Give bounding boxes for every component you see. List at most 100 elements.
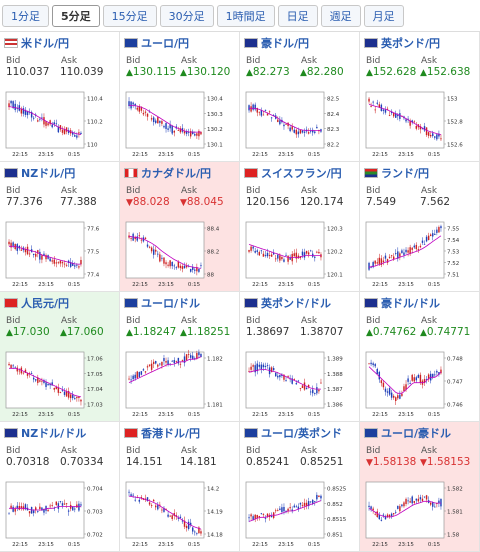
- ask-value-cell: 7.562: [420, 196, 474, 208]
- pair-name-link[interactable]: 豪ドル/ドル: [381, 297, 441, 310]
- candle-body: [57, 262, 60, 264]
- candle-body: [171, 360, 173, 362]
- rate-panel[interactable]: ユーロ/円 Bid Ask ▲130.115 ▲130.120 130.4 130.3 130…: [120, 32, 240, 162]
- pair-name-link[interactable]: NZドル/ドル: [21, 427, 87, 440]
- rate-panel[interactable]: 英ポンド/ドル Bid Ask 1.38697 1.38707 1.389 1.388 1.3…: [240, 292, 360, 422]
- pair-name-link[interactable]: NZドル/円: [21, 167, 76, 180]
- rate-panel[interactable]: NZドル/円 Bid Ask 77.376 77.388 77.6 77.5 77.4 22:1…: [0, 162, 120, 292]
- candlestick-chart[interactable]: 130.4 130.3 130.2 130.1 22:15 23:15 0:15: [122, 86, 238, 162]
- tab-5m[interactable]: 5分足: [52, 4, 100, 27]
- ask-value-cell: ▲130.120: [180, 66, 234, 78]
- candle-body: [130, 101, 132, 109]
- candle-body: [198, 268, 200, 272]
- rate-panel[interactable]: スイスフラン/円 Bid Ask 120.156 120.174 120.3 120.2 12…: [240, 162, 360, 292]
- candle-body: [80, 132, 82, 135]
- tab-1m[interactable]: 1分足: [2, 4, 49, 27]
- candlestick-chart[interactable]: 1.389 1.388 1.387 1.386 22:15 23:15 0:15: [242, 346, 358, 422]
- candle-body: [163, 358, 165, 362]
- rate-panel[interactable]: 香港ドル/円 Bid Ask 14.151 14.181 14.2 14.19 14.18 22…: [120, 422, 240, 552]
- up-arrow-icon: ▲: [246, 68, 253, 78]
- candlestick-chart[interactable]: 0.748 0.747 0.746 22:15 23:15 0:15: [362, 346, 478, 422]
- candle-body: [427, 235, 430, 241]
- candle-body: [43, 508, 45, 513]
- pair-name-link[interactable]: ユーロ/円: [141, 37, 190, 50]
- tab-day[interactable]: 日足: [277, 4, 318, 27]
- bid-value-cell: ▲152.628: [366, 66, 420, 78]
- rate-panel[interactable]: 米ドル/円 Bid Ask 110.037 110.039 110.4 110.2 110 22…: [0, 32, 120, 162]
- y-tick-label: 153: [447, 97, 458, 103]
- x-tick-label: 22:15: [132, 412, 148, 418]
- candlestick-chart[interactable]: 0.8525 0.852 0.8515 0.851 22:15 23:15 0:15: [242, 476, 358, 552]
- candlestick-chart[interactable]: 110.4 110.2 110 22:15 23:15 0:15: [2, 86, 118, 162]
- down-arrow-icon: ▼: [126, 198, 133, 208]
- pair-name-link[interactable]: ユーロ/英ポンド: [261, 427, 343, 440]
- candle-body: [275, 510, 277, 512]
- candle-body: [55, 386, 58, 390]
- pair-name-link[interactable]: 香港ドル/円: [141, 427, 201, 440]
- pair-name-link[interactable]: ランド/円: [381, 167, 430, 180]
- pair-name-link[interactable]: スイスフラン/円: [261, 167, 342, 180]
- rate-panel[interactable]: ユーロ/英ポンド Bid Ask 0.85241 0.85251 0.8525 0.852 0…: [240, 422, 360, 552]
- candle-body: [200, 531, 202, 534]
- rate-panel[interactable]: ユーロ/豪ドル Bid Ask ▼1.58138 ▼1.58153 1.582 1.581 1…: [360, 422, 480, 552]
- pair-name-link[interactable]: ユーロ/ドル: [141, 297, 201, 310]
- candle-body: [152, 249, 155, 255]
- candlestick-chart[interactable]: 82.5 82.4 82.3 82.2 22:15 23:15 0:15: [242, 86, 358, 162]
- candlestick-chart[interactable]: 77.6 77.5 77.4 22:15 23:15 0:15: [2, 216, 118, 292]
- bid-label: Bid: [246, 316, 261, 326]
- candlestick-chart[interactable]: 14.2 14.19 14.18 22:15 23:15 0:15: [122, 476, 238, 552]
- pair-name-link[interactable]: 英ポンド/ドル: [261, 297, 332, 310]
- candlestick-chart[interactable]: 153 152.8 152.6 22:15 23:15 0:15: [362, 86, 478, 162]
- tab-1h[interactable]: 1時間足: [216, 4, 275, 27]
- tab-15m[interactable]: 15分足: [102, 4, 157, 27]
- pair-name-link[interactable]: 米ドル/円: [21, 37, 70, 50]
- pair-name-link[interactable]: 人民元/円: [21, 297, 70, 310]
- candle-body: [181, 266, 184, 269]
- pair-name-link[interactable]: カナダドル/円: [141, 167, 212, 180]
- rate-panel[interactable]: ユーロ/ドル Bid Ask ▲1.18247 ▲1.18251 1.182 1.181 22…: [120, 292, 240, 422]
- pair-name-link[interactable]: ユーロ/豪ドル: [381, 427, 452, 440]
- moving-average-line: [249, 107, 321, 131]
- candle-body: [53, 122, 55, 125]
- ask-value: 120.174: [300, 196, 344, 208]
- tab-week[interactable]: 週足: [320, 4, 361, 27]
- bid-ask-labels: Bid Ask: [246, 446, 356, 456]
- bid-ask-labels: Bid Ask: [6, 56, 116, 66]
- candlestick-chart[interactable]: 88.4 88.2 88 22:15 23:15 0:15: [122, 216, 238, 292]
- panel-header: 香港ドル/円: [124, 426, 200, 440]
- candle-body: [258, 364, 261, 367]
- bid-ask-values: ▲82.273 ▲82.280: [246, 66, 358, 78]
- candle-body: [159, 504, 161, 506]
- rate-panel[interactable]: カナダドル/円 Bid Ask ▼88.028 ▼88.045 88.4 88.2 88 22:…: [120, 162, 240, 292]
- bid-label: Bid: [126, 316, 141, 326]
- rate-panel[interactable]: ランド/円 Bid Ask 7.549 7.562 7.55 7.54 7.53 7.52 7.5…: [360, 162, 480, 292]
- candlestick-chart[interactable]: 0.704 0.703 0.702 22:15 23:15 0:15: [2, 476, 118, 552]
- tab-month[interactable]: 月足: [363, 4, 404, 27]
- candlestick-chart[interactable]: 1.182 1.181 22:15 23:15 0:15: [122, 346, 238, 422]
- candle-body: [32, 510, 35, 514]
- rate-panel[interactable]: 豪ドル/ドル Bid Ask ▲0.74762 ▲0.74771 0.748 0.747 0.…: [360, 292, 480, 422]
- candle-body: [187, 521, 190, 530]
- y-tick-label: 110: [87, 143, 98, 149]
- rate-panel[interactable]: 英ポンド/円 Bid Ask ▲152.628 ▲152.638 153 152.8 152.…: [360, 32, 480, 162]
- candlestick-chart[interactable]: 7.55 7.54 7.53 7.52 7.51 22:15 23:15 0:15: [362, 216, 478, 292]
- pair-name-link[interactable]: 英ポンド/円: [381, 37, 441, 50]
- candlestick-chart[interactable]: 17.06 17.05 17.04 17.03 22:15 23:15 0:15: [2, 346, 118, 422]
- tab-30m[interactable]: 30分足: [159, 4, 214, 27]
- rate-panel[interactable]: NZドル/ドル Bid Ask 0.70318 0.70334 0.704 0.703 0.7…: [0, 422, 120, 552]
- candle-body: [134, 237, 136, 240]
- candle-body: [167, 128, 169, 130]
- moving-average-line: [129, 105, 201, 133]
- candle-body: [378, 257, 381, 264]
- rate-panel[interactable]: 豪ドル/円 Bid Ask ▲82.273 ▲82.280 82.5 82.4 82.3 82.…: [240, 32, 360, 162]
- y-tick-label: 130.2: [207, 127, 223, 133]
- y-tick-label: 130.1: [207, 143, 223, 149]
- panel-header: NZドル/円: [4, 166, 75, 180]
- panel-header: 米ドル/円: [4, 36, 69, 50]
- moving-average-line: [128, 235, 202, 269]
- rate-panel[interactable]: 人民元/円 Bid Ask ▲17.030 ▲17.060 17.06 17.05 17.04…: [0, 292, 120, 422]
- candle-body: [72, 132, 74, 135]
- candlestick-chart[interactable]: 1.582 1.581 1.58 22:15 23:15 0:15: [362, 476, 478, 552]
- candlestick-chart[interactable]: 120.3 120.2 120.1 22:15 23:15 0:15: [242, 216, 358, 292]
- pair-name-link[interactable]: 豪ドル/円: [261, 37, 310, 50]
